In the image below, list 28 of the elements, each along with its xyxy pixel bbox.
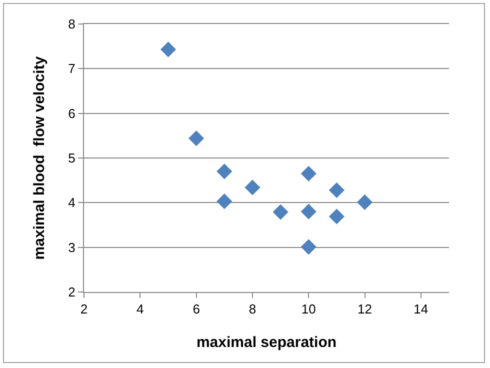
- point: [300, 239, 316, 255]
- y-tick-label: 3: [68, 240, 76, 255]
- y-tick-label: 4: [68, 195, 76, 210]
- y-tick-label: 7: [68, 61, 76, 76]
- x-axis-title: maximal separation: [196, 334, 337, 351]
- point: [216, 164, 232, 180]
- point: [188, 130, 204, 146]
- x-tick-label: 4: [136, 302, 144, 317]
- point: [328, 182, 344, 198]
- y-tick-label: 6: [68, 106, 76, 121]
- point: [356, 194, 373, 210]
- point: [300, 166, 316, 182]
- y-axis-title: maximal blood flow velocity: [31, 56, 48, 260]
- x-tick-label: 6: [192, 302, 200, 317]
- x-tick-label: 8: [248, 302, 256, 317]
- x-tick-label: 12: [358, 302, 372, 317]
- y-tick-label: 5: [68, 150, 76, 166]
- point: [272, 204, 288, 220]
- x-tick-label: 14: [414, 302, 428, 317]
- y-tick-label: 2: [68, 284, 76, 300]
- point: [216, 194, 232, 210]
- point: [300, 204, 316, 220]
- x-tick-label: 10: [301, 302, 316, 317]
- y-tick-label: 8: [68, 16, 76, 32]
- point: [328, 208, 344, 224]
- point: [160, 42, 176, 58]
- point: [244, 180, 260, 196]
- x-tick-label: 2: [80, 302, 88, 317]
